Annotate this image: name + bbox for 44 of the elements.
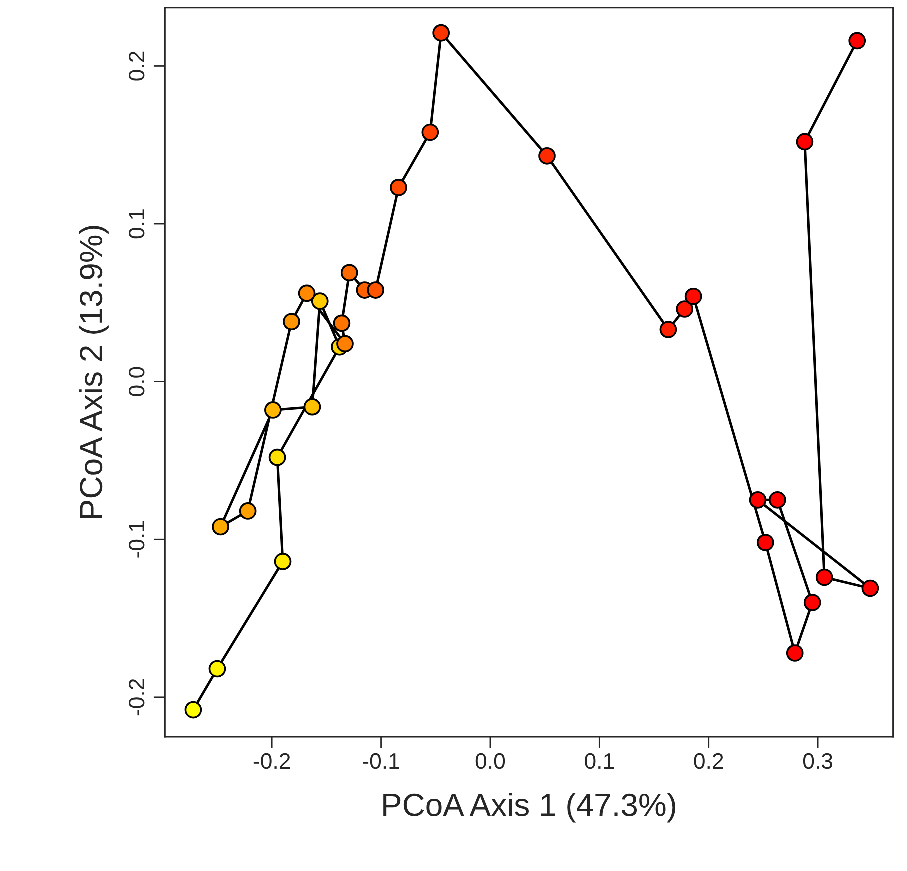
point xyxy=(311,292,329,310)
point xyxy=(660,321,678,338)
y-tick-label: 0.0 xyxy=(128,367,145,396)
point xyxy=(390,179,408,196)
x-axis-title: PCoA Axis 1 (47.3%) xyxy=(384,793,676,823)
point xyxy=(274,553,292,570)
point xyxy=(304,398,322,416)
point xyxy=(268,448,286,466)
point xyxy=(684,288,702,306)
point xyxy=(816,568,834,586)
point xyxy=(538,148,556,165)
point xyxy=(367,282,384,299)
point xyxy=(432,24,450,42)
point xyxy=(184,701,202,719)
point xyxy=(756,534,774,552)
point xyxy=(283,313,300,331)
x-tick-label: 0.0 xyxy=(476,753,506,770)
x-tick-label: 0.2 xyxy=(694,753,724,770)
point xyxy=(786,644,804,662)
y-tick-label: 0.1 xyxy=(128,210,145,239)
point xyxy=(749,492,767,509)
y-tick-label: -0.2 xyxy=(128,679,145,716)
point xyxy=(340,264,358,282)
point xyxy=(208,660,226,678)
x-tick-label: -0.2 xyxy=(254,753,290,770)
y-axis-title: PCoA Axis 2 (13.9%) xyxy=(79,226,109,518)
point xyxy=(336,335,354,353)
y-tick-label: 0.2 xyxy=(128,52,145,81)
point xyxy=(796,133,814,151)
point xyxy=(264,402,282,419)
x-tick-label: 0.3 xyxy=(803,753,833,770)
point xyxy=(333,314,351,332)
point xyxy=(298,284,316,302)
point xyxy=(239,502,257,520)
x-tick-label: -0.1 xyxy=(363,753,400,770)
point xyxy=(768,492,786,509)
point xyxy=(804,594,822,612)
point xyxy=(848,32,866,50)
x-tick-label: 0.1 xyxy=(585,753,614,770)
point xyxy=(422,124,440,142)
point xyxy=(212,518,230,536)
point xyxy=(676,300,694,318)
y-tick-label: -0.1 xyxy=(128,522,145,558)
point xyxy=(862,580,880,598)
